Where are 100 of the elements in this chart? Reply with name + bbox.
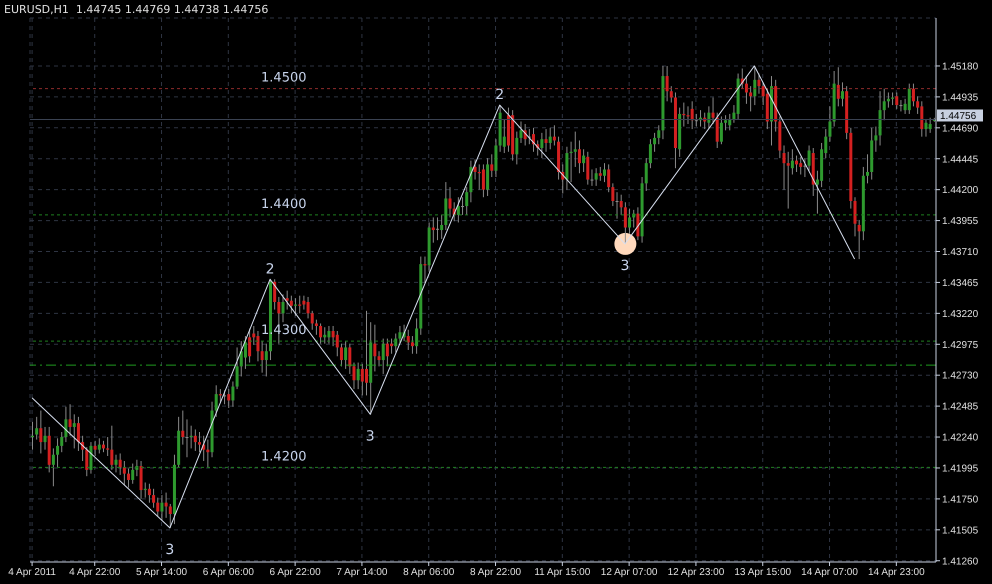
candlestick (382, 338, 385, 374)
candlestick (286, 290, 289, 310)
candlestick (874, 126, 878, 152)
candlestick (858, 219, 861, 260)
candlestick (544, 128, 548, 152)
candlestick (44, 426, 47, 450)
candlestick (899, 100, 902, 112)
candlestick (39, 410, 42, 454)
candlestick (282, 294, 285, 323)
candlestick (448, 186, 452, 218)
candlestick (131, 463, 134, 484)
line-series (32, 65, 856, 528)
candlestick (260, 340, 264, 374)
candlestick (920, 100, 924, 138)
candlestick (753, 65, 756, 106)
candlestick (290, 295, 293, 314)
candlestick (490, 154, 494, 178)
candlestick (586, 151, 590, 186)
y-tick-label: 1.42730 (942, 370, 979, 382)
x-tick-label: 11 Apr 15:00 (534, 567, 591, 578)
candlestick (548, 127, 552, 150)
ref-line-label: 1.4500 (261, 70, 307, 86)
candlestick (302, 295, 306, 310)
candlestick (398, 325, 402, 344)
candlestick (148, 483, 151, 504)
candlestick (244, 336, 247, 370)
candlestick (836, 66, 840, 107)
candlestick (352, 362, 356, 390)
y-tick-label: 1.44200 (942, 185, 979, 196)
candlestick (410, 336, 414, 354)
candlestick (110, 425, 114, 470)
y-tick-label: 1.44935 (942, 92, 979, 104)
candlestick (607, 164, 610, 193)
candlestick (56, 438, 60, 468)
y-tick-label: 1.43220 (942, 308, 979, 320)
candlestick (657, 124, 660, 145)
candlestick (390, 338, 394, 354)
candlestick (648, 138, 652, 169)
y-tick-label: 1.43955 (942, 216, 979, 228)
candlestick (866, 154, 870, 184)
candlestick (68, 404, 72, 436)
candlestick (840, 82, 844, 107)
candlestick (140, 460, 143, 500)
x-tick-label: 8 Apr 06:00 (403, 567, 455, 578)
ref-line-label: 1.4200 (261, 449, 307, 464)
candlestick (406, 329, 410, 350)
candlestick (620, 194, 623, 216)
candlestick (273, 278, 276, 310)
candlestick (256, 330, 260, 362)
x-tick-label: 4 Apr 2011 (8, 567, 56, 578)
annotation: 3 (620, 258, 630, 274)
candlestick (127, 468, 130, 488)
candlestick (386, 338, 389, 367)
candlestick (749, 86, 752, 112)
x-tick-label: 12 Apr 07:00 (600, 567, 658, 578)
candlestick (757, 73, 760, 94)
candlestick (436, 216, 439, 241)
candlestick (653, 132, 656, 152)
candlestick (198, 431, 202, 453)
y-tick-label: 1.41505 (942, 525, 979, 536)
candlestick (298, 295, 302, 314)
x-tick-label: 14 Apr 23:00 (868, 567, 926, 578)
candlestick (908, 83, 911, 114)
candlestick (590, 168, 594, 186)
candlestick (98, 438, 101, 454)
candlestick (720, 116, 723, 145)
x-tick-label: 12 Apr 23:00 (668, 567, 725, 578)
candlestick (72, 414, 76, 449)
candlestick (336, 330, 339, 357)
candlestick (515, 131, 518, 165)
candlestick (744, 76, 748, 104)
candlestick (360, 363, 364, 396)
candlestick (924, 118, 928, 138)
candlestick (327, 325, 330, 344)
x-tick-label: 4 Apr 22:00 (69, 567, 121, 578)
candlestick (854, 196, 856, 237)
candlestick (423, 256, 426, 284)
candlestick (808, 144, 811, 172)
candlestick (344, 340, 348, 370)
x-tick-label: 6 Apr 06:00 (202, 567, 254, 578)
candlestick (378, 350, 381, 367)
candlestick (89, 442, 92, 474)
candlestick (712, 97, 715, 125)
y-tick-label: 1.43710 (942, 247, 979, 258)
candlestick (724, 114, 728, 131)
candlestick (314, 319, 318, 336)
x-tick-label: 5 Apr 14:00 (136, 567, 188, 578)
candlestick (624, 202, 627, 244)
candlestick (231, 381, 234, 408)
candlestick (707, 106, 710, 130)
candlestick (194, 428, 197, 452)
y-tick-label: 1.42485 (942, 402, 979, 413)
candlestick (519, 121, 522, 144)
candlestick (670, 86, 673, 104)
candlestick (76, 416, 80, 452)
candlestick (432, 216, 435, 244)
candlestick (928, 117, 932, 134)
candlestick (782, 144, 786, 190)
y-tick-label: 1.41750 (942, 494, 979, 506)
candlestick (240, 340, 243, 377)
